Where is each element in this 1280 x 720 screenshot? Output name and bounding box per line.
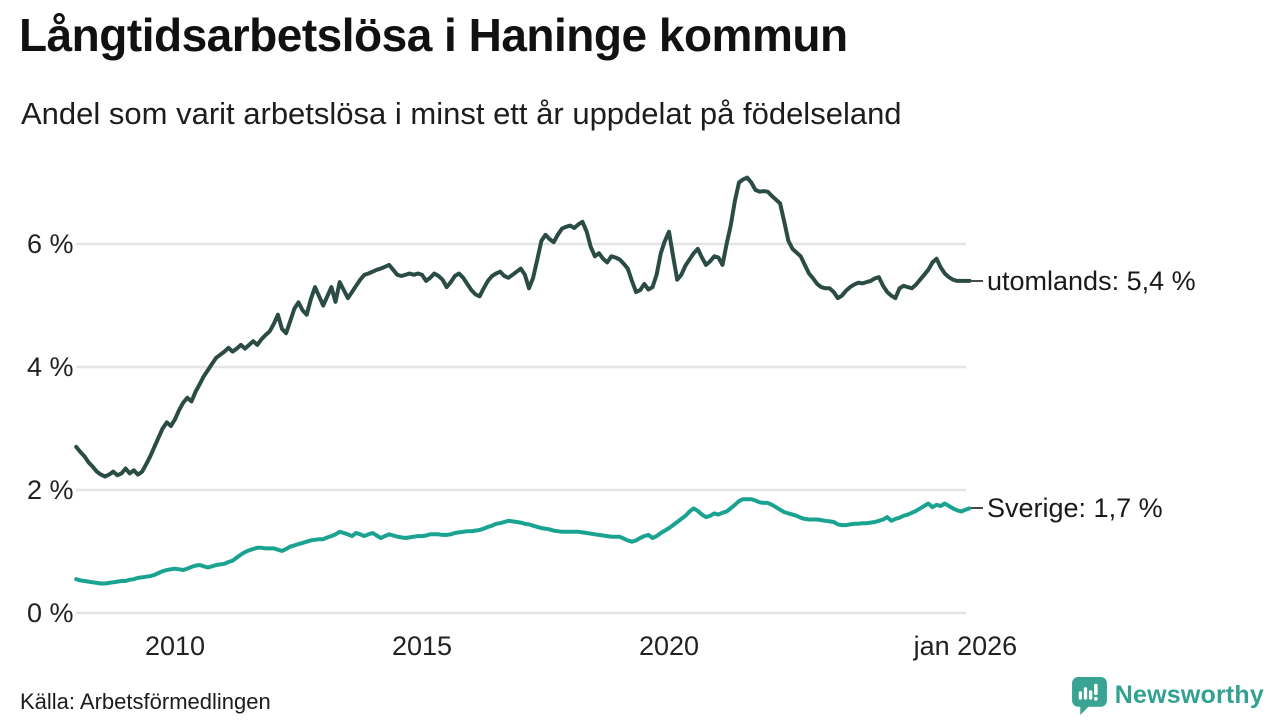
series-end-label-sverige: Sverige: 1,7 % [971,493,1163,523]
y-tick-label: 6 % [27,229,74,259]
label-tick-dash [971,279,983,282]
label-tick-dash [971,507,983,510]
series-end-label-utomlands: utomlands: 5,4 % [971,266,1196,296]
source-credit: Källa: Arbetsförmedlingen [20,689,271,714]
page-title: Långtidsarbetslösa i Haninge kommun [19,9,848,61]
x-tick-label: 2020 [638,631,700,661]
x-tick-label: 2010 [144,631,206,661]
series-end-label-text: utomlands: 5,4 % [987,265,1196,296]
page-subtitle: Andel som varit arbetslösa i minst ett å… [21,96,902,131]
y-tick-label: 0 % [27,598,74,628]
x-tick-label: 2015 [391,631,453,661]
series-line-utomlands [74,175,972,479]
newsworthy-logo-text: Newsworthy [1114,681,1264,709]
x-tick-label: jan 2026 [913,631,1018,661]
y-tick-label: 2 % [27,475,74,505]
newsworthy-logo-icon [1071,677,1107,715]
series-line-sverige [74,497,972,586]
newsworthy-logo[interactable]: Newsworthy [1071,676,1264,715]
series-end-label-text: Sverige: 1,7 % [987,493,1163,524]
y-tick-label: 4 % [27,352,74,382]
